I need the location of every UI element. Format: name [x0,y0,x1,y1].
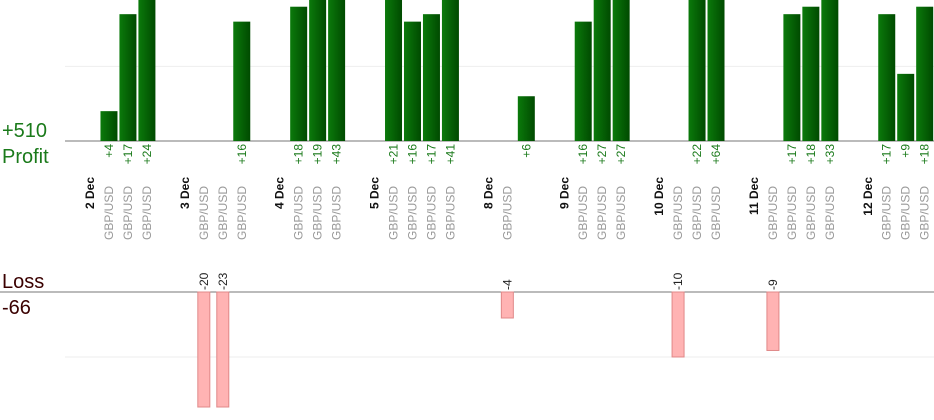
pair-label: GBP/USD [709,186,723,240]
value-label: +18 [292,144,306,165]
pair-label: GBP/USD [216,186,230,240]
pair-label: GBP/USD [292,186,306,240]
profit-bar [138,0,156,141]
pair-label: GBP/USD [880,186,894,240]
value-label: +33 [823,144,837,165]
profit-total: +510 [2,120,47,142]
profit-bar [897,73,915,141]
profit-bar [100,111,118,141]
date-label: 8 Dec [481,177,495,209]
profit-bar [517,96,535,141]
profit-bar [916,6,934,142]
date-label: 3 Dec [178,177,192,209]
loss-bar [500,291,514,319]
value-label: +4 [102,144,116,158]
profit-bar [422,14,440,141]
pair-label: GBP/USD [690,186,704,240]
pair-label: GBP/USD [235,186,249,240]
pair-label: GBP/USD [823,186,837,240]
value-label: +19 [311,144,325,165]
loss-bar [766,291,780,351]
value-label: -20 [197,272,211,290]
pair-label: GBP/USD [197,186,211,240]
profit-bar [574,21,592,142]
profit-bar [688,0,706,141]
pair-label: GBP/USD [330,186,344,240]
profit-bar [385,0,403,141]
profit-label: Profit [2,146,49,168]
value-label: -4 [500,279,514,290]
pair-label: GBP/USD [899,186,913,240]
profit-bar [233,21,251,142]
pair-label: GBP/USD [424,186,438,240]
pair-label: GBP/USD [804,186,818,240]
value-label: -23 [216,272,230,290]
profit-bar [403,21,421,142]
loss-bar [197,291,211,408]
loss-total: -66 [2,297,31,319]
value-label: +6 [519,144,533,158]
pair-label: GBP/USD [387,186,401,240]
pair-label: GBP/USD [121,186,135,240]
loss-bar [216,291,230,408]
pair-label: GBP/USD [785,186,799,240]
value-label: +17 [880,144,894,165]
value-label: +18 [804,144,818,165]
loss-label: Loss [2,271,44,293]
value-label: +16 [576,144,590,165]
profit-bar [328,0,346,141]
date-label: 2 Dec [83,177,97,209]
value-label: +18 [918,144,932,165]
profit-bar [290,6,308,142]
value-label: +41 [443,144,457,165]
date-label: 12 Dec [861,177,875,216]
value-label: +16 [405,144,419,165]
value-label: +17 [785,144,799,165]
date-label: 10 Dec [652,177,666,216]
profit-bar [593,0,611,141]
value-label: +24 [140,144,154,165]
value-label: -9 [766,279,780,290]
value-label: +27 [595,144,609,165]
pair-label: GBP/USD [576,186,590,240]
date-label: 9 Dec [557,177,571,209]
pair-label: GBP/USD [405,186,419,240]
pair-label: GBP/USD [918,186,932,240]
profit-bar [878,14,896,141]
pair-label: GBP/USD [311,186,325,240]
profit-bar [119,14,137,141]
pair-label: GBP/USD [766,186,780,240]
value-label: +17 [121,144,135,165]
date-label: 4 Dec [273,177,287,209]
value-label: +9 [899,144,913,158]
value-label: +21 [387,144,401,165]
profit-bar [707,0,725,141]
profit-bar [783,14,801,141]
value-label: +43 [330,144,344,165]
profit-bar [309,0,327,141]
value-label: +16 [235,144,249,165]
pair-label: GBP/USD [140,186,154,240]
pair-label: GBP/USD [102,186,116,240]
pair-label: GBP/USD [443,186,457,240]
date-label: 11 Dec [747,177,761,215]
profit-bar [821,0,839,141]
value-label: +22 [690,144,704,165]
value-label: -10 [671,272,685,290]
value-label: +27 [614,144,628,165]
date-label: 5 Dec [368,177,382,209]
value-label: +17 [424,144,438,165]
pair-label: GBP/USD [614,186,628,240]
profit-bar [612,0,630,141]
profit-bar [441,0,459,141]
pair-label: GBP/USD [671,186,685,240]
pair-label: GBP/USD [500,186,514,240]
loss-bar [671,291,685,358]
value-label: +64 [709,144,723,165]
pair-label: GBP/USD [595,186,609,240]
profit-bar [802,6,820,142]
